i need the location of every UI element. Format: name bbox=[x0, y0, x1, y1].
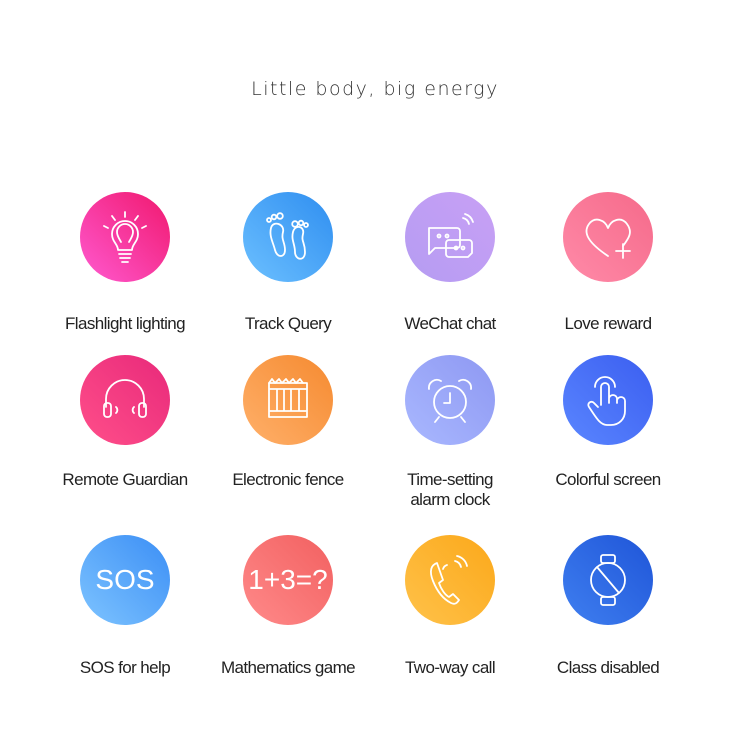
heart-plus-icon bbox=[585, 218, 631, 259]
feature-icon-circle bbox=[563, 535, 653, 625]
feature-label: Time-setting alarm clock bbox=[407, 470, 493, 509]
alarm-clock-icon bbox=[428, 378, 472, 423]
feature-icon-circle bbox=[405, 355, 495, 445]
feature-item: 1+3=? Mathematics game bbox=[203, 535, 373, 677]
feature-item: Electronic fence bbox=[203, 355, 373, 489]
fence-icon bbox=[268, 378, 308, 418]
feature-item: Remote Guardian bbox=[40, 355, 210, 489]
feature-label: SOS for help bbox=[79, 658, 171, 677]
lightbulb-icon bbox=[103, 211, 147, 263]
chat-bubbles-icon bbox=[428, 213, 474, 258]
touch-hand-icon bbox=[587, 376, 626, 426]
feature-icon-circle: 1+3=? bbox=[243, 535, 333, 625]
feature-item: Love reward bbox=[523, 192, 693, 333]
feature-label: Love reward bbox=[564, 314, 653, 333]
watch-disabled-icon bbox=[590, 554, 626, 606]
feature-label: Class disabled bbox=[556, 658, 660, 677]
feature-icon-circle bbox=[243, 192, 333, 282]
feature-icon-circle bbox=[243, 355, 333, 445]
feature-icon-circle bbox=[405, 535, 495, 625]
feature-icon-circle: SOS bbox=[80, 535, 170, 625]
feature-label: Track Query bbox=[244, 314, 332, 333]
feature-icon-circle bbox=[80, 192, 170, 282]
feature-label: Mathematics game bbox=[220, 658, 356, 677]
sos-icon: SOS bbox=[95, 564, 155, 595]
footprints-icon bbox=[266, 212, 309, 260]
feature-icon-circle bbox=[563, 355, 653, 445]
phone-call-icon bbox=[430, 555, 468, 605]
feature-label: WeChat chat bbox=[404, 314, 496, 333]
feature-icon-circle bbox=[563, 192, 653, 282]
feature-label: Remote Guardian bbox=[62, 470, 188, 489]
feature-icon-circle bbox=[80, 355, 170, 445]
feature-item: SOS SOS for help bbox=[40, 535, 210, 677]
feature-label: Two-way call bbox=[404, 658, 496, 677]
feature-item: Colorful screen bbox=[523, 355, 693, 489]
feature-label: Electronic fence bbox=[232, 470, 344, 489]
feature-item: Two-way call bbox=[365, 535, 535, 677]
feature-item: WeChat chat bbox=[365, 192, 535, 333]
feature-item: Track Query bbox=[203, 192, 373, 333]
page-title: Little body, big energy bbox=[251, 78, 499, 100]
feature-item: Class disabled bbox=[523, 535, 693, 677]
math-icon: 1+3=? bbox=[248, 564, 328, 595]
feature-item: Flashlight lighting bbox=[40, 192, 210, 333]
feature-icon-circle bbox=[405, 192, 495, 282]
headphones-icon bbox=[103, 379, 147, 418]
feature-label: Colorful screen bbox=[555, 470, 661, 489]
feature-item: Time-setting alarm clock bbox=[365, 355, 535, 509]
feature-label: Flashlight lighting bbox=[65, 314, 186, 333]
